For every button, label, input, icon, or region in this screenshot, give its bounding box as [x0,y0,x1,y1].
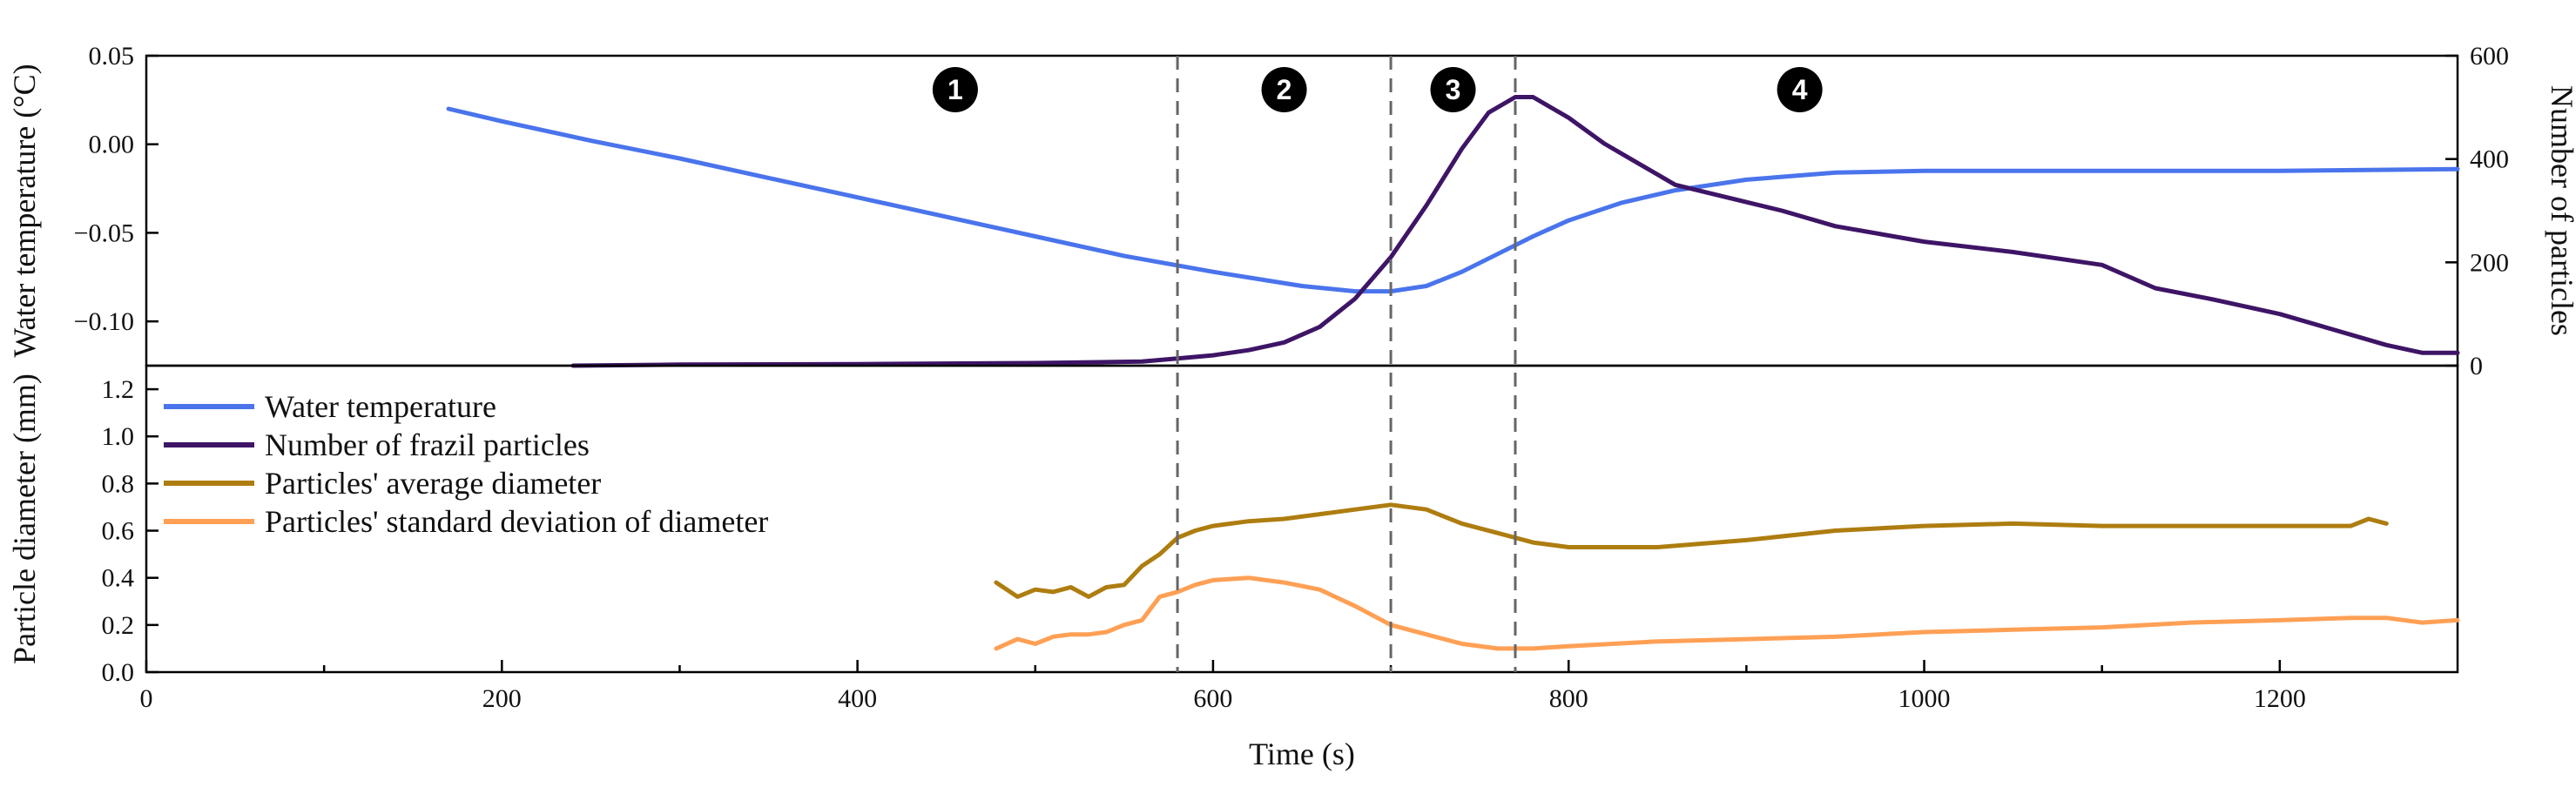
phase-badge: 4 [1777,67,1823,112]
legend-label: Particles' standard deviation of diamete… [265,504,768,539]
top-panel: 0.05 0.00 −0.05 −0.10 600 400 200 0 1 2 3 4 Water… [7,42,2576,380]
top-right-tick-label: 200 [2470,248,2509,277]
bottom-left-tick-label: 1.0 [102,422,135,451]
phase-badge-circle [1261,67,1307,112]
legend-label: Particles' average diameter [265,466,601,501]
phase-badge-circle [932,67,978,112]
x-tick-label: 200 [482,684,522,713]
top-left-axis-title: Water temperature (°C) [7,64,42,357]
top-right-tick-label: 400 [2470,145,2509,174]
top-right-tick-label: 600 [2470,42,2509,71]
phase-badge: 1 [932,67,978,112]
x-axis-title: Time (s) [1249,737,1355,771]
bottom-panel: 0.0 0.2 0.4 0.6 0.8 1.0 1.2 0 200 400 600 800 1000 1… [7,364,2460,771]
particle-count-line [570,95,2460,368]
bottom-left-tick-label: 1.2 [102,375,135,404]
bottom-left-axis-title: Particle diameter (mm) [7,373,42,664]
bottom-left-tick-label: 0.8 [102,469,135,498]
phase-badge: 3 [1430,67,1476,112]
average-diameter-line [994,502,2389,599]
top-left-tick-label: −0.10 [74,307,134,336]
top-right-axis-title: Number of particles [2545,85,2576,336]
bottom-left-tick-label: 0.4 [102,564,135,593]
phase-badge-number: 3 [1446,74,1461,105]
phase-badge: 2 [1261,67,1307,112]
x-tick-label: 0 [140,684,153,713]
legend-item: Particles' average diameter [164,466,601,501]
phase-badge-circle [1777,67,1823,112]
x-tick-label: 800 [1549,684,1588,713]
std-diameter-line [994,575,2460,651]
legend-item: Number of frazil particles [164,427,590,462]
bottom-left-tick-label: 0.2 [102,611,135,640]
x-tick-label: 1000 [1898,684,1951,713]
legend-label: Water temperature [265,389,496,424]
x-tick-label: 1200 [2254,684,2306,713]
x-tick-label: 400 [838,684,877,713]
top-left-tick-label: 0.05 [89,42,135,71]
bottom-left-tick-label: 0.0 [102,658,135,687]
bottom-left-tick-label: 0.6 [102,517,135,546]
legend-item: Particles' standard deviation of diamete… [164,504,768,539]
phase-badge-number: 4 [1792,74,1808,105]
top-left-tick-label: −0.05 [74,219,134,247]
water-temperature-line [446,106,2460,294]
legend-item: Water temperature [164,389,496,424]
bottom-plot-frame [145,364,2459,674]
phase-badge-circle [1430,67,1476,112]
legend-label: Number of frazil particles [265,427,590,462]
phase-badge-number: 1 [947,74,963,105]
top-left-tick-label: 0.00 [89,131,135,159]
phase-badge-number: 2 [1277,74,1292,105]
x-tick-label: 600 [1193,684,1232,713]
top-right-tick-label: 0 [2470,352,2483,380]
